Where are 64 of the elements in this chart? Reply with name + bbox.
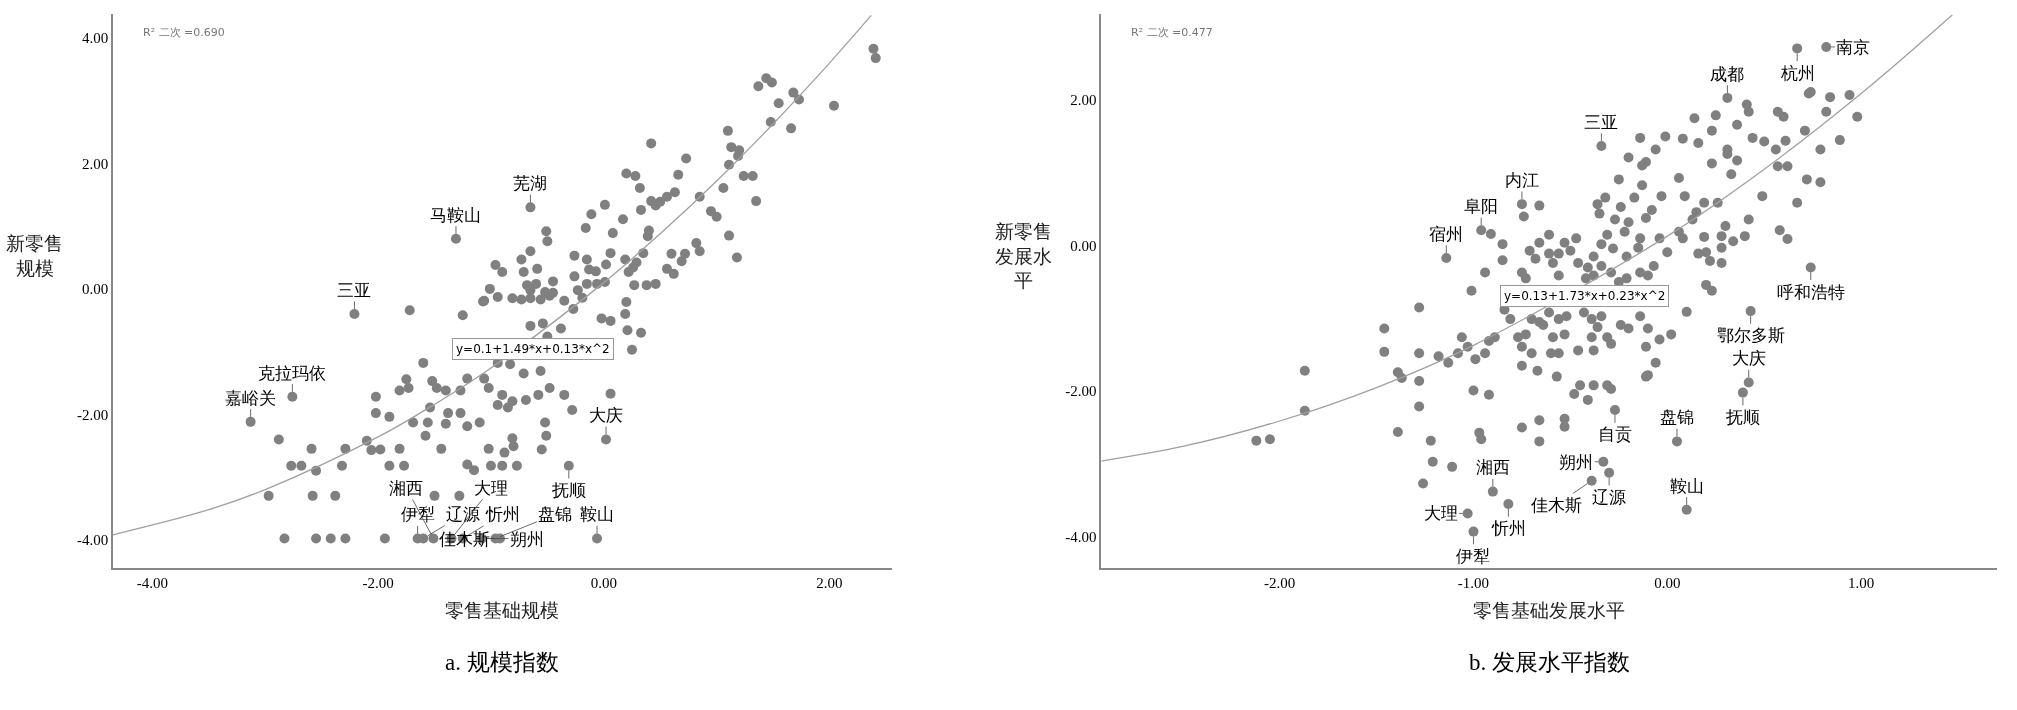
annotation: 大理 xyxy=(1424,503,1458,523)
annotation: 大庆 xyxy=(1732,348,1766,368)
annotation: 嘉峪关 xyxy=(225,388,276,408)
annotation: 鞍山 xyxy=(580,504,614,524)
annotation: 朔州 xyxy=(510,529,544,549)
text: a. 规模指数 xyxy=(445,650,559,675)
x-tick-label: 1.00 xyxy=(1848,574,1875,591)
annotation: 辽源 xyxy=(446,504,480,524)
text: b. 发展水平指数 xyxy=(1469,650,1630,675)
annotation: 鞍山 xyxy=(1670,476,1704,496)
annotation: 自贡 xyxy=(1598,424,1632,444)
y-tick-label: -2.00 xyxy=(1065,383,1097,400)
x-tick-label: -1.00 xyxy=(1457,574,1490,591)
annotation: 忻州 xyxy=(1491,518,1526,538)
annotation: 芜湖 xyxy=(513,173,547,193)
annotation: 南京 xyxy=(1836,37,1870,57)
y-tick-label: 2.00 xyxy=(1070,92,1097,109)
y-tick-label: 0.00 xyxy=(81,281,109,298)
annotation: 辽源 xyxy=(1592,487,1626,507)
annotation: 大理 xyxy=(474,478,508,498)
x-tick-label: -4.00 xyxy=(136,574,169,591)
annotation: 杭州 xyxy=(1780,63,1815,83)
annotation: 盘锦 xyxy=(1660,407,1694,427)
annotation: 伊犁 xyxy=(1456,546,1490,566)
annotation: 宿州 xyxy=(1429,224,1463,244)
annotation: 成都 xyxy=(1710,64,1744,84)
annotation: 马鞍山 xyxy=(430,205,481,225)
x-tick-label: 0.00 xyxy=(1654,574,1681,591)
annotation: 湘西 xyxy=(1476,457,1510,477)
annotation: 克拉玛依 xyxy=(258,363,326,383)
annotation: 内江 xyxy=(1505,170,1539,190)
annotation: 三亚 xyxy=(1584,112,1618,132)
annotation: R² 二次 =0.477 xyxy=(1131,26,1213,39)
x-tick-label: 2.00 xyxy=(816,574,843,591)
annotation: 伊犁 xyxy=(401,504,435,524)
annotation: 阜阳 xyxy=(1464,196,1498,216)
y-tick-label: -4.00 xyxy=(1065,528,1097,545)
annotation: 佳木斯 xyxy=(439,529,490,549)
y-axis-title: 新零售规模 xyxy=(6,232,63,279)
y-tick-label: 2.00 xyxy=(81,155,109,172)
annotation: y=0.13+1.73*x+0.23*x^2 xyxy=(1504,289,1666,303)
y-tick-label: -2.00 xyxy=(76,406,109,423)
annotation: 忻州 xyxy=(485,504,520,524)
x-tick-label: -2.00 xyxy=(362,574,394,591)
x-tick-label: 0.00 xyxy=(590,574,617,591)
annotation: 盘锦 xyxy=(538,504,572,524)
annotation: 湘西 xyxy=(389,478,423,498)
annotation: 鄂尔多斯 xyxy=(1717,325,1785,345)
y-tick-label: 4.00 xyxy=(81,30,109,47)
annotation: 抚顺 xyxy=(1725,407,1760,427)
annotation: 呼和浩特 xyxy=(1777,282,1845,302)
y-tick-label: 0.00 xyxy=(1070,237,1097,254)
x-axis-title: 零售基础规模 xyxy=(445,599,560,622)
annotation: 大庆 xyxy=(589,405,623,425)
annotation: R² 二次 =0.690 xyxy=(143,26,225,39)
y-axis-title: 新零售发展水平 xyxy=(995,220,1052,292)
annotation: 佳木斯 xyxy=(1531,495,1582,515)
annotation: 抚顺 xyxy=(551,480,586,500)
annotation: 三亚 xyxy=(337,280,371,300)
annotation: 朔州 xyxy=(1559,452,1593,472)
y-tick-label: -4.00 xyxy=(76,532,109,549)
x-axis-title: 零售基础发展水平 xyxy=(1473,599,1626,622)
x-tick-label: -2.00 xyxy=(1263,574,1296,591)
annotation: y=0.1+1.49*x+0.13*x^2 xyxy=(456,342,610,356)
